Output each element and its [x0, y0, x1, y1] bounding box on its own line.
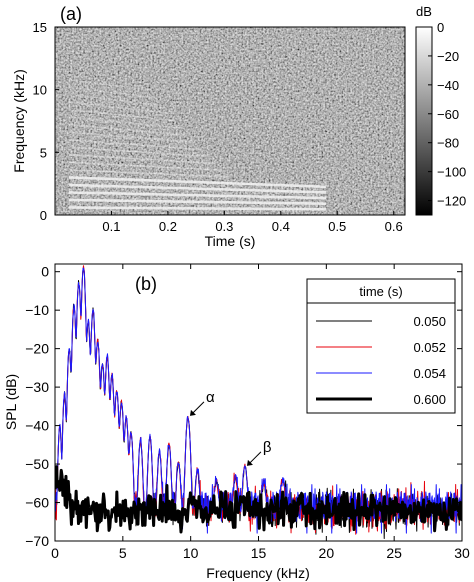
legend-title: time (s) — [359, 284, 402, 299]
legend: time (s) 0.050 0.052 0.054 0.600 — [306, 278, 456, 414]
spectrogram-harmonic — [69, 101, 168, 114]
colorbar-tick-label: −40 — [437, 78, 459, 93]
spectrum-y-tick-label: −50 — [25, 456, 49, 472]
spectrum-x-tick-label: 15 — [251, 545, 267, 561]
spectrogram-x-tick-label: 0.3 — [215, 219, 233, 234]
spectrum-y-tick-label: −10 — [25, 302, 49, 318]
spectrum-x-tick-label: 30 — [454, 545, 470, 561]
colorbar: dB 0 −20 −40 −60 −80 −100 −120 — [415, 4, 466, 216]
spectrum-panel: 0 5 10 15 20 25 300−10−20−30−40−50−60−70 αβ (b… — [3, 263, 470, 581]
spectrogram-panel: 0.1 0.2 0.3 0.4 0.5 0.6 0 5 10 15 (a) Time (s) Fr… — [11, 4, 466, 249]
spectrogram-harmonic — [69, 198, 326, 206]
legend-entry-label: 0.600 — [413, 392, 446, 407]
spectrogram-harmonic — [69, 78, 148, 91]
panel-a-label: (a) — [60, 4, 82, 24]
spectrogram-harmonic — [69, 146, 209, 158]
spectrogram-axes: 0.1 0.2 0.3 0.4 0.5 0.6 0 5 10 15 — [33, 20, 403, 234]
spectrum-x-label: Frequency (kHz) — [206, 565, 309, 581]
spectrogram-y-tick-label: 15 — [33, 20, 47, 35]
spectrum-x-tick-label: 25 — [386, 545, 402, 561]
spectrogram-harmonic — [69, 86, 155, 99]
spectrogram-y-label: Frequency (kHz) — [11, 69, 27, 172]
colorbar-ticks: 0 −20 −40 −60 −80 −100 −120 — [428, 20, 466, 209]
spectrogram-harmonic — [69, 206, 326, 211]
spectrogram-harmonic — [69, 161, 223, 171]
spectrogram-harmonic — [69, 154, 216, 165]
spectrogram-harmonic — [69, 123, 189, 137]
legend-entry-label: 0.054 — [413, 366, 446, 381]
legend-entries: 0.050 0.052 0.054 0.600 — [316, 314, 446, 407]
spectrum-y-tick-label: −30 — [25, 379, 49, 395]
spectrum-x-tick-label: 0 — [51, 545, 59, 561]
spectrum-series — [55, 265, 462, 539]
colorbar-label: dB — [416, 4, 432, 19]
legend-box — [306, 278, 456, 414]
spectrogram-y-tick-label: 0 — [40, 208, 47, 223]
spectrogram-y-tick-label: 5 — [40, 145, 47, 160]
annotation-label: α — [206, 389, 215, 406]
colorbar-tick-label: −80 — [437, 136, 459, 151]
spectrogram-harmonic — [69, 176, 327, 189]
spectrogram-x-tick-label: 0.5 — [328, 219, 346, 234]
spectrogram-harmonic — [69, 131, 196, 144]
spectrum-y-tick-label: −60 — [25, 495, 49, 511]
spectrum-x-tick-label: 20 — [319, 545, 335, 561]
spectrum-x-tick-label: 5 — [119, 545, 127, 561]
colorbar-tick-label: −120 — [437, 194, 466, 209]
spectrogram-harmonic — [69, 108, 175, 122]
spectrum-x-tick-label: 10 — [183, 545, 199, 561]
spectrum-y-tick-label: −40 — [25, 418, 49, 434]
spectrum-series-line — [55, 465, 462, 534]
annotation-arrow-head — [189, 409, 196, 416]
spectrogram-y-tick-label: 10 — [33, 83, 47, 98]
spectrum-y-tick-label: 0 — [41, 264, 49, 280]
annotation-arrow-head — [246, 459, 253, 466]
spectrogram-harmonic — [69, 191, 326, 200]
spectrum-annotations: αβ — [189, 389, 272, 466]
colorbar-tick-label: 0 — [437, 20, 444, 35]
legend-entry-label: 0.050 — [413, 314, 446, 329]
spectrogram-harmonic — [69, 139, 202, 151]
spectrogram-frame — [54, 26, 406, 216]
spectrogram-x-tick-label: 0.1 — [102, 219, 120, 234]
colorbar-tick-label: −100 — [437, 165, 466, 180]
colorbar-tick-label: −60 — [437, 107, 459, 122]
spectrogram-x-label: Time (s) — [205, 233, 256, 249]
annotation-label: β — [263, 439, 272, 456]
spectrum-y-tick-label: −70 — [25, 533, 49, 549]
spectrogram-harmonic — [69, 116, 182, 129]
spectrogram-harmonic — [69, 93, 162, 107]
spectrum-axes: 0 5 10 15 20 25 30 0 −10 −20 −30 −40 −50 −60 −70 — [25, 264, 470, 561]
spectrogram-harmonic — [69, 183, 327, 194]
spectrum-y-label: SPL (dB) — [3, 374, 19, 430]
colorbar-gradient — [415, 26, 433, 216]
panel-b-label: (b) — [135, 274, 157, 294]
spectrogram-harmonic — [69, 169, 229, 178]
spectrum-y-tick-label: −20 — [25, 341, 49, 357]
spectrogram-x-tick-label: 0.6 — [385, 219, 403, 234]
spectrogram-x-tick-label: 0.4 — [272, 219, 290, 234]
legend-entry-label: 0.052 — [413, 340, 446, 355]
spectrogram-x-tick-label: 0.2 — [159, 219, 177, 234]
spectrogram-harmonics — [69, 78, 327, 211]
colorbar-tick-label: −20 — [437, 49, 459, 64]
